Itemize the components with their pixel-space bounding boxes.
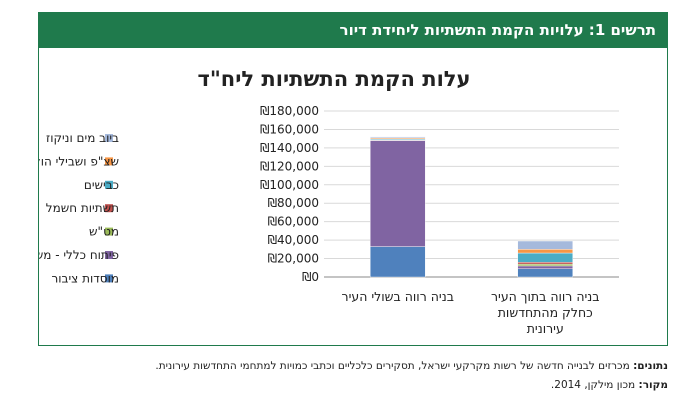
legend-swatch [105,134,113,142]
bar-segment [370,246,426,278]
bar-segment [370,140,426,247]
y-tick-label: ₪140,000 [260,141,319,155]
y-tick-label: ₪0 [302,270,319,284]
bar-segment [517,268,573,278]
bar-segment [517,240,573,250]
y-tick-label: ₪60,000 [268,215,319,229]
category-label: כחלק מהתחדשות [498,305,593,320]
legend-label: מט"ש [89,225,119,239]
y-tick-label: ₪20,000 [268,252,319,266]
category-label: בניה רווה בשולי העיר [342,289,454,304]
category-label: בניה רווה בתוך העיר [491,289,600,304]
legend-swatch [105,204,113,213]
bars [370,136,573,278]
bar-segment [370,136,426,138]
notes-data-text: מכרזים לבנייה חדשה של רשות מקרקעי ישראל,… [155,360,630,372]
legend-label: ביוב מים וניקוז [46,131,119,145]
chart-title: עלות הקמת התשתיות ליח"ד [198,67,471,91]
bar-segment [517,249,573,254]
notes-source-label: מקור: [638,379,668,391]
legend-swatch [105,227,113,236]
y-tick-label: ₪80,000 [268,196,319,210]
notes-data-label: נתונים: [633,360,668,372]
notes-source-line: מקור: מכון מילקן, 2014. [38,376,668,395]
bar-segment [517,252,573,263]
y-tick-label: ₪100,000 [260,178,319,192]
bar-segment [517,263,573,267]
legend-label: כבישים [84,178,119,192]
legend-swatch [105,251,113,259]
y-tick-label: ₪180,000 [260,104,319,118]
legend-label: תשתיות חשמל [46,201,119,215]
category-label: עירונית [527,321,564,336]
stacked-bar-chart: עלות הקמת התשתיות ליח"ד ₪0 ₪20,000 ₪40,000… [39,67,619,336]
y-tick-label: ₪120,000 [260,159,319,173]
figure-header: תרשים 1: עלויות הקמת התשתיות ליחידת דיור [38,12,668,48]
grid-lines [324,110,619,278]
figure-notes: נתונים: מכרזים לבנייה חדשה של רשות מקרקע… [38,357,668,395]
y-axis-ticks: ₪0 ₪20,000 ₪40,000 ₪60,000 ₪80,000 ₪100,000 ₪1… [260,104,319,284]
legend-label: פיתוח כללי - משב"ש [39,248,119,262]
bar-segment [517,262,573,265]
category-labels: בניה רווה בשולי העיר בניה רווה בתוך העירכ… [342,289,600,336]
legend-label: מוסדות ציבור [51,271,119,285]
legend-swatch [105,157,113,166]
legend-label: שצ"פ ושבילי הולכי רגל [39,154,119,168]
notes-data-line: נתונים: מכרזים לבנייה חדשה של רשות מקרקע… [38,357,668,376]
legend-swatch [105,180,113,189]
y-tick-label: ₪160,000 [260,122,319,136]
y-tick-label: ₪40,000 [268,233,319,247]
notes-source-text: מכון מילקן, 2014. [550,379,636,391]
legend-swatch [105,274,113,283]
figure-header-text: תרשים 1: עלויות הקמת התשתיות ליחידת דיור [339,21,656,39]
legend: ביוב מים וניקוז שצ"פ ושבילי הולכי רגל כביש… [39,131,119,285]
chart-frame: עלות הקמת התשתיות ליח"ד ₪0 ₪20,000 ₪40,000… [38,48,668,346]
bar-segment [517,265,573,269]
